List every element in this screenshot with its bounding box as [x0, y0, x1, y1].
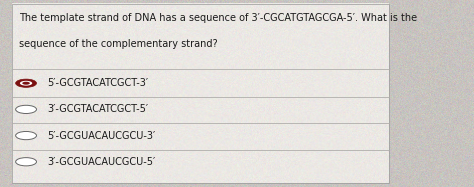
Text: 5′-GCGTACATCGCT-3′: 5′-GCGTACATCGCT-3′ [47, 78, 148, 88]
Circle shape [22, 82, 30, 85]
Circle shape [16, 79, 36, 87]
Text: 3′-GCGTACATCGCT-5′: 3′-GCGTACATCGCT-5′ [47, 104, 148, 114]
Circle shape [20, 81, 32, 86]
Text: 5′-GCGUACAUCGCU-3′: 5′-GCGUACAUCGCU-3′ [47, 131, 155, 141]
Text: sequence of the complementary strand?: sequence of the complementary strand? [19, 39, 218, 49]
Circle shape [16, 105, 36, 114]
Circle shape [16, 158, 36, 166]
Text: The template strand of DNA has a sequence of 3′-CGCATGTAGCGA-5′. What is the: The template strand of DNA has a sequenc… [19, 13, 417, 23]
Circle shape [16, 131, 36, 140]
Text: 3′-GCGUACAUCGCU-5′: 3′-GCGUACAUCGCU-5′ [47, 157, 155, 167]
